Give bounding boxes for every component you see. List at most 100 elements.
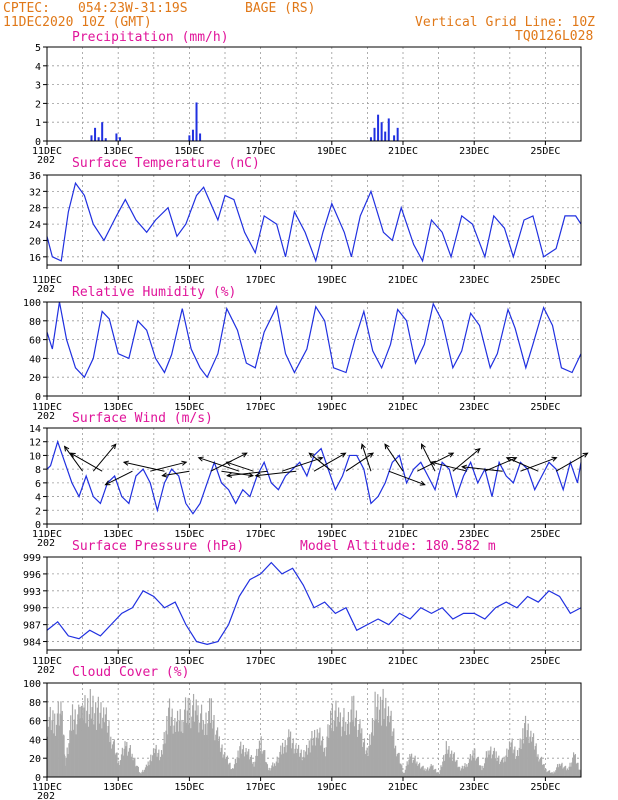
- cloud-bar: [87, 726, 90, 777]
- cloud-bar: [434, 769, 436, 777]
- cloud-bar: [236, 757, 238, 777]
- cloud-bar: [265, 762, 268, 777]
- xtick-label-temp: 13DEC: [103, 275, 133, 286]
- cloud-bar: [344, 731, 346, 777]
- xtick-label-pressure: 13DEC: [103, 656, 133, 667]
- cloud-bar: [515, 758, 517, 777]
- cloud-bar: [120, 754, 123, 777]
- cloud-bar: [508, 741, 511, 777]
- cloud-bar: [167, 734, 169, 777]
- cloud-bar: [263, 750, 265, 777]
- cloud-bar: [411, 753, 413, 777]
- cloud-bar: [259, 751, 261, 777]
- cloud-bar: [228, 763, 230, 777]
- wind-arrow-head: [69, 452, 76, 458]
- cloud-bar: [208, 711, 210, 777]
- cloud-bar: [278, 757, 280, 777]
- ytick-label-wind: 2: [35, 506, 41, 517]
- cloud-bar: [50, 730, 52, 777]
- wind-arrow-head: [384, 443, 390, 450]
- xtick-label-temp: 19DEC: [317, 275, 347, 286]
- cloud-bar: [245, 748, 247, 777]
- xtick-label-rh: 23DEC: [459, 402, 489, 413]
- cloud-bar: [506, 748, 508, 777]
- cloud-bar: [354, 717, 357, 777]
- ytick-label-rh: 40: [29, 354, 41, 365]
- cloud-bar: [492, 754, 494, 777]
- cloud-bar: [118, 760, 120, 777]
- precip-bar: [377, 114, 380, 141]
- precip-bar: [104, 138, 107, 141]
- cloud-bar: [175, 731, 177, 777]
- cloud-bar: [446, 753, 448, 777]
- cloud-bar: [209, 722, 212, 777]
- cloud-bar: [298, 756, 301, 777]
- cloud-bar: [531, 741, 533, 777]
- cloud-bar: [96, 707, 99, 777]
- cloud-bar: [508, 749, 510, 777]
- cloud-bar: [327, 724, 329, 777]
- cloud-bar: [266, 764, 269, 777]
- cloud-bar: [200, 713, 202, 777]
- cloud-bar: [313, 737, 315, 777]
- cloud-bar: [112, 741, 115, 777]
- precip-bar: [380, 122, 383, 141]
- xtick-label-cloud: 21DEC: [388, 782, 418, 793]
- cloud-bar: [250, 755, 253, 777]
- cloud-bar: [181, 719, 183, 777]
- cloud-bar: [275, 761, 277, 777]
- cloud-bar: [550, 772, 552, 777]
- cloud-bar: [142, 769, 144, 777]
- cloud-bar: [336, 726, 338, 777]
- cloud-bar: [578, 769, 580, 777]
- ytick-label-precip: 3: [35, 81, 41, 92]
- cloud-bar: [410, 756, 412, 777]
- cloud-bar: [92, 695, 94, 777]
- cloud-bar: [182, 733, 184, 777]
- cloud-bar: [180, 731, 182, 777]
- cloud-bar: [72, 729, 75, 777]
- cloud-bar: [574, 754, 576, 777]
- xtick-year-stub-temp: 202: [37, 284, 55, 295]
- cloud-bar: [151, 761, 153, 777]
- wind-arrow-head: [197, 456, 204, 462]
- cloud-bar: [370, 744, 372, 777]
- cloud-bar: [529, 736, 531, 777]
- cloud-bar: [280, 745, 282, 777]
- cloud-bar: [71, 704, 74, 777]
- wind-arrow-head: [241, 452, 248, 458]
- xtick-label-cloud: 15DEC: [174, 782, 204, 793]
- cloud-bar: [163, 732, 165, 777]
- cloud-bar: [233, 768, 235, 777]
- cloud-bar: [500, 761, 502, 777]
- wind-arrow-head: [582, 452, 589, 458]
- cloud-bar: [47, 726, 50, 777]
- wind-arrow: [313, 452, 346, 472]
- cloud-bar: [415, 763, 417, 777]
- cloud-bar: [237, 750, 239, 777]
- cloud-bar: [548, 770, 551, 777]
- ytick-label-rh: 100: [23, 298, 41, 309]
- xtick-label-wind: 21DEC: [388, 529, 418, 540]
- cloud-bar: [111, 748, 113, 777]
- cloud-bar: [305, 744, 308, 777]
- cloud-bar: [558, 763, 560, 777]
- cloud-bar: [396, 754, 398, 777]
- cloud-bar: [555, 770, 557, 777]
- cloud-bar: [325, 747, 327, 777]
- cloud-bar: [471, 755, 473, 777]
- cloud-bar: [401, 765, 403, 777]
- cloud-bar: [428, 768, 431, 777]
- xtick-label-wind: 13DEC: [103, 529, 133, 540]
- header-code: TQ0126L028: [515, 29, 593, 44]
- cloud-bar: [166, 716, 168, 777]
- cloud-bar: [451, 760, 454, 777]
- panel-rh: Relative Humidity (%) 0 20 40 60 80 100 11DEC 13…: [23, 285, 582, 422]
- cloud-bar: [331, 703, 333, 777]
- cloud-bar: [256, 748, 258, 777]
- cloud-bar: [480, 765, 482, 777]
- cloud-bar: [139, 772, 141, 777]
- cloud-bar: [261, 753, 263, 777]
- cloud-bar: [328, 737, 330, 777]
